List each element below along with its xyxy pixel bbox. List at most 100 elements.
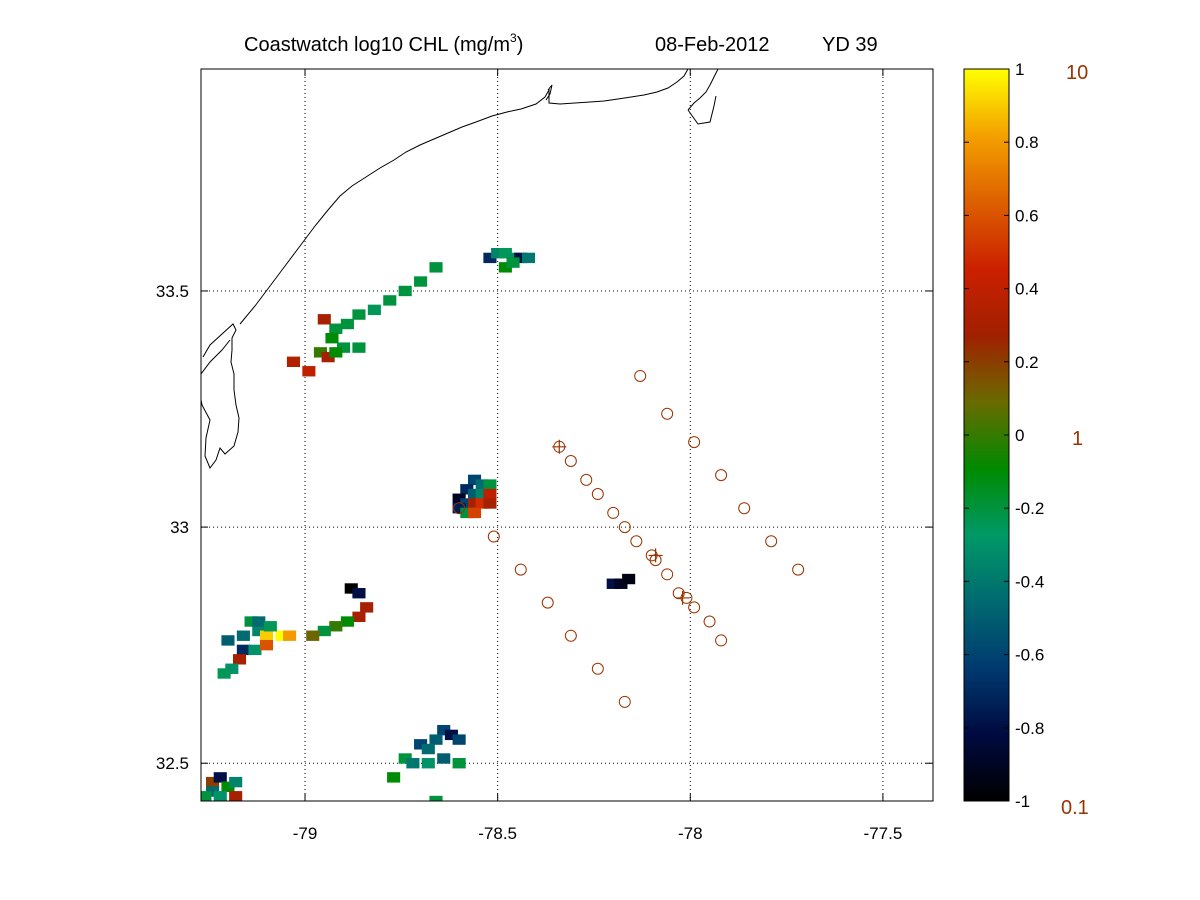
station-cross-marker <box>552 439 567 454</box>
chl-cell <box>606 578 620 589</box>
chl-cell <box>286 356 301 367</box>
chl-cell <box>452 734 466 745</box>
chl-cell <box>467 498 482 509</box>
chl-cell <box>217 668 231 679</box>
chl-cell <box>229 791 243 801</box>
chl-cell <box>344 583 358 594</box>
chl-cell <box>622 573 636 585</box>
sampling-stations <box>453 369 805 708</box>
chl-cell <box>467 507 482 519</box>
colorbar-label-1: 1 <box>1072 428 1083 450</box>
chl-cell <box>452 493 466 504</box>
chl-cell <box>452 758 466 769</box>
station-marker <box>715 634 728 647</box>
chl-cell <box>283 630 297 641</box>
y-tick-label: 33.5 <box>156 282 189 301</box>
chl-cell <box>206 786 220 797</box>
chl-cell <box>206 776 220 788</box>
colorbar-tick-label: -0.8 <box>1015 719 1044 738</box>
station-marker <box>688 436 701 449</box>
chl-cell <box>367 304 381 316</box>
chl-cell <box>352 309 366 320</box>
colorbar-tick-label: -0.6 <box>1015 646 1044 665</box>
chl-cell <box>221 635 235 646</box>
chlorophyll-cells <box>201 247 636 801</box>
station-marker <box>661 407 674 420</box>
station-marker <box>591 662 604 675</box>
chl-cell <box>444 729 458 741</box>
chl-cell <box>352 342 366 353</box>
chl-cell <box>398 285 412 297</box>
station-marker <box>618 521 631 534</box>
x-tick-label: -77.5 <box>864 824 903 843</box>
chl-cell <box>429 795 443 801</box>
chl-cell <box>521 252 536 264</box>
station-cross-marker <box>675 590 690 605</box>
chl-cell <box>317 314 331 325</box>
chl-cell <box>225 663 239 674</box>
station-marker <box>703 615 716 628</box>
chl-cell <box>429 262 443 273</box>
station-cross-marker <box>648 548 663 563</box>
colorbar-tick-label: 0.2 <box>1015 353 1039 372</box>
chl-cell <box>483 252 497 264</box>
title-yearday: YD 39 <box>822 34 878 56</box>
title-date: 08-Feb-2012 <box>655 34 770 56</box>
station-marker <box>453 502 466 515</box>
chl-cell <box>460 484 474 495</box>
chl-cell <box>398 753 412 764</box>
station-marker <box>688 601 701 614</box>
colorbar-gradient <box>963 68 1010 802</box>
colorbar-tick-label: 0 <box>1015 426 1024 445</box>
chl-cell <box>483 479 497 490</box>
station-marker <box>661 568 674 581</box>
chl-cell <box>460 498 474 509</box>
station-marker <box>564 629 577 642</box>
title-main: Coastwatch log10 CHL (mg/m3) <box>244 31 523 56</box>
colorbar-label-10: 10 <box>1066 62 1088 84</box>
chl-cell <box>414 276 428 287</box>
station-marker <box>792 563 805 576</box>
station-marker <box>514 563 527 576</box>
colorbar-tick-label: 0.8 <box>1015 133 1039 152</box>
chl-cell <box>421 743 435 755</box>
y-tick-label: 33 <box>170 518 189 537</box>
chl-cell <box>437 724 451 736</box>
chl-cell <box>325 332 339 344</box>
chl-cell <box>452 503 466 514</box>
chl-cell <box>506 257 520 268</box>
colorbar-label-0-1: 0.1 <box>1061 797 1089 819</box>
station-marker <box>541 596 554 609</box>
y-tick-label: 32.5 <box>156 754 189 773</box>
chl-cell <box>244 616 258 627</box>
x-tick-label: -78 <box>678 824 703 843</box>
chl-cell <box>360 602 374 613</box>
chl-cell <box>259 639 274 651</box>
chl-cell <box>229 776 243 788</box>
station-marker <box>487 530 500 543</box>
chl-cell <box>467 488 482 500</box>
chl-cell <box>201 791 212 801</box>
chl-cell <box>614 578 628 589</box>
chl-cell <box>329 621 343 632</box>
colorbar-tick-label: -0.4 <box>1015 572 1044 591</box>
station-marker <box>591 488 604 501</box>
map-background <box>201 69 933 801</box>
x-tick-label: -79 <box>293 824 318 843</box>
x-tick-label: -78.5 <box>478 824 517 843</box>
station-marker <box>634 369 647 382</box>
chl-cell <box>252 616 266 627</box>
chl-cell <box>429 734 443 745</box>
colorbar-ticks: 1 0.8 0.6 0.4 0.2 0 -0.2 -0.4 -0.6 -0.8 -1 <box>964 60 1044 811</box>
station-marker <box>715 469 728 482</box>
map-frame <box>200 68 934 802</box>
colorbar-tick-label: 0.4 <box>1015 280 1039 299</box>
chl-cell <box>414 739 428 750</box>
chl-cell <box>498 247 512 259</box>
map-plot-area: -79 -78.5 -78 -77.5 32.5 33 33.5 <box>156 68 934 843</box>
station-marker <box>580 473 593 486</box>
chl-cell <box>475 488 489 500</box>
chl-cell <box>236 644 250 656</box>
chl-cell <box>475 498 489 509</box>
